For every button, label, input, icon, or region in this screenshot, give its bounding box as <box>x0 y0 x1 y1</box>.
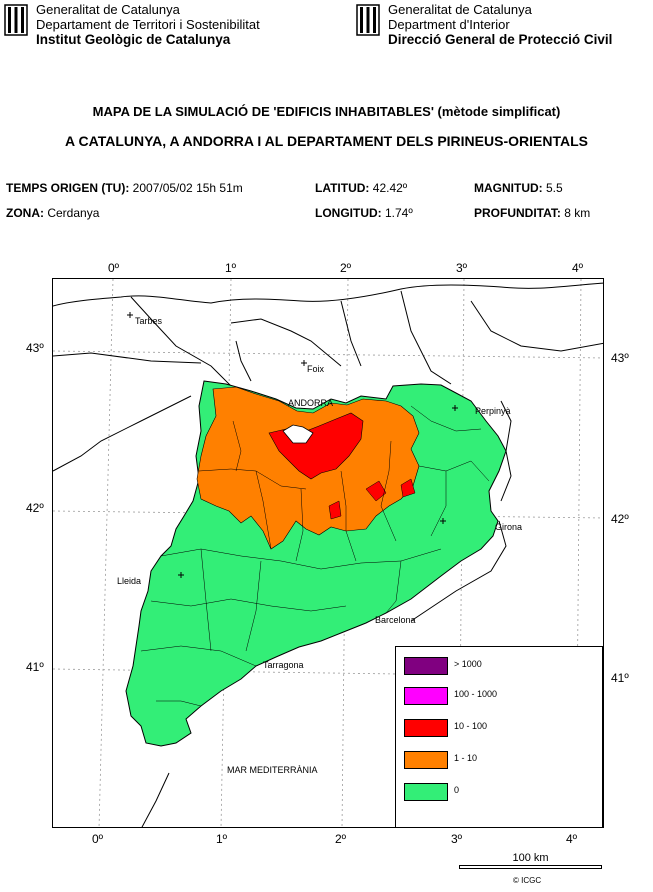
left-tick-42: 42º <box>26 501 44 515</box>
label-perpinya: Perpinyà <box>475 406 511 416</box>
legend-swatch <box>404 657 448 675</box>
legend-swatch <box>404 783 448 801</box>
label-foix: Foix <box>307 364 325 374</box>
top-tick-0: 0º <box>108 261 120 275</box>
bottom-tick-0: 0º <box>92 832 104 846</box>
legend-label: > 1000 <box>454 659 482 669</box>
map-title-line2: A CATALUNYA, A ANDORRA I AL DEPARTAMENT … <box>65 133 588 149</box>
temps-label: TEMPS ORIGEN (TU): <box>6 181 130 195</box>
right-tick-41: 41º <box>611 671 629 685</box>
profunditat-label: PROFUNDITAT: <box>474 206 561 220</box>
header-right-line1: Generalitat de Catalunya <box>388 2 532 17</box>
header-left-line1: Generalitat de Catalunya <box>36 2 180 17</box>
info-longitud: LONGITUD: 1.74º <box>315 206 413 220</box>
info-profunditat: PROFUNDITAT: 8 km <box>474 206 590 220</box>
header-right-line2: Department d'Interior <box>388 17 510 32</box>
left-tick-41: 41º <box>26 660 44 674</box>
top-tick-4: 4º <box>572 261 584 275</box>
damage-patch-1 <box>365 480 387 502</box>
header-left-line2: Departament de Territori i Sostenibilita… <box>36 17 260 32</box>
label-tarragona: Tarragona <box>263 660 304 670</box>
comarca-borders <box>140 405 490 707</box>
zona-value: Cerdanya <box>47 206 100 220</box>
right-tick-43: 43º <box>611 351 629 365</box>
label-girona: Girona <box>495 522 522 532</box>
damage-patch-2 <box>400 478 416 498</box>
map-title-line1: MAPA DE LA SIMULACIÓ DE 'EDIFICIS INHABI… <box>92 104 561 119</box>
label-barcelona: Barcelona <box>375 615 416 625</box>
place-markers <box>127 312 458 578</box>
legend-swatch <box>404 719 448 737</box>
copyright-text: © ICGC <box>513 876 542 885</box>
latitud-label: LATITUD: <box>315 181 370 195</box>
info-magnitud: MAGNITUD: 5.5 <box>474 181 563 195</box>
bottom-tick-2: 2º <box>335 832 347 846</box>
scale-label: 100 km <box>512 852 549 864</box>
label-lleida: Lleida <box>117 576 141 586</box>
longitud-label: LONGITUD: <box>315 206 382 220</box>
generalitat-shield-icon <box>4 4 28 36</box>
info-temps: TEMPS ORIGEN (TU): 2007/05/02 15h 51m <box>6 181 243 195</box>
info-zona: ZONA: Cerdanya <box>6 206 99 220</box>
top-tick-3: 3º <box>456 261 468 275</box>
generalitat-shield-icon <box>356 4 380 36</box>
magnitud-label: MAGNITUD: <box>474 181 543 195</box>
damage-map: Tarbes Foix ANDORRA Perpinyà Girona Llei… <box>52 278 604 828</box>
legend-swatch <box>404 687 448 705</box>
top-tick-1: 1º <box>225 261 237 275</box>
top-tick-2: 2º <box>340 261 352 275</box>
bottom-tick-4: 4º <box>566 832 578 846</box>
latitud-value: 42.42º <box>372 181 408 195</box>
zona-label: ZONA: <box>6 206 44 220</box>
info-latitud: LATITUD: 42.42º <box>315 181 407 195</box>
header-left-line3: Institut Geològic de Catalunya <box>36 32 231 47</box>
bottom-tick-1: 1º <box>216 832 228 846</box>
damage-patch-3 <box>328 500 342 520</box>
temps-value: 2007/05/02 15h 51m <box>132 181 243 195</box>
legend-label: 10 - 100 <box>454 721 488 731</box>
map-canvas: Tarbes Foix ANDORRA Perpinyà Girona Llei… <box>53 279 603 827</box>
magnitud-value: 5.5 <box>546 181 563 195</box>
header-right-line3: Direcció General de Protecció Civil <box>388 32 613 47</box>
label-tarbes: Tarbes <box>135 316 163 326</box>
bottom-tick-3: 3º <box>451 832 463 846</box>
legend-label: 1 - 10 <box>454 753 478 763</box>
legend-label: 0 <box>454 785 460 795</box>
left-tick-43: 43º <box>26 341 44 355</box>
label-andorra: ANDORRA <box>288 398 333 408</box>
right-tick-42: 42º <box>611 512 629 526</box>
profunditat-value: 8 km <box>564 206 591 220</box>
scale-bar-graphic <box>459 865 602 869</box>
map-legend: > 1000 100 - 1000 10 - 100 1 - 10 0 <box>395 646 603 828</box>
background-borders <box>53 282 603 827</box>
legend-swatch <box>404 751 448 769</box>
label-sea: MAR MEDITERRÀNIA <box>227 765 318 775</box>
legend-label: 100 - 1000 <box>454 689 498 699</box>
andorra-region <box>282 424 314 444</box>
damage-zone-10-100 <box>268 412 364 480</box>
longitud-value: 1.74º <box>385 206 413 220</box>
scale-bar: 100 km <box>459 852 602 869</box>
